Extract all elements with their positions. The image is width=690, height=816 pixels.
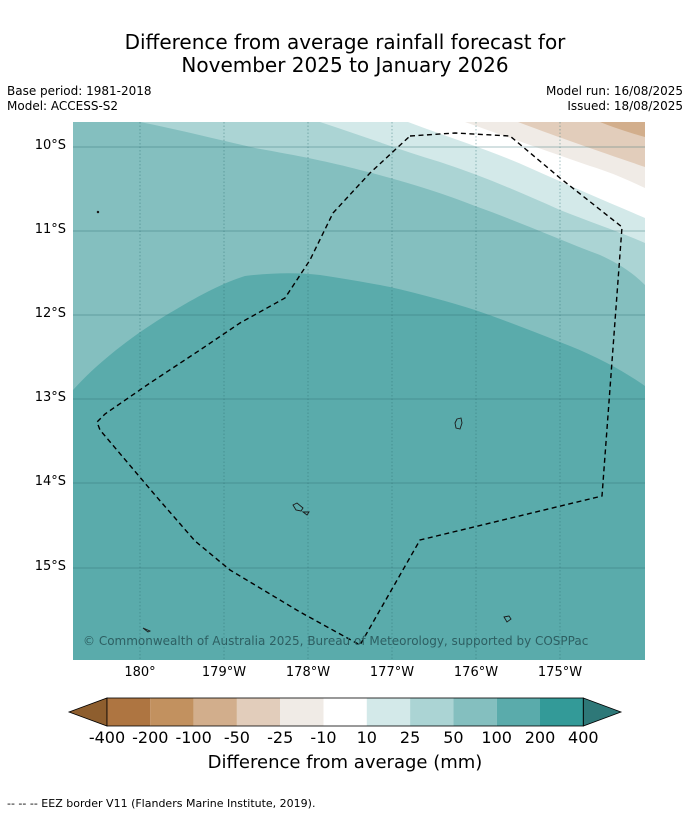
colorbar-seg-11 — [540, 698, 584, 726]
title-line-1: Difference from average rainfall forecas… — [124, 30, 566, 54]
colorbar-label: 100 — [481, 728, 512, 747]
colorbar-seg-3 — [193, 698, 237, 726]
band-m50-m100 — [600, 122, 645, 137]
colorbar-title: Difference from average (mm) — [207, 752, 483, 773]
colorbar-label: -400 — [88, 728, 126, 747]
lat-label-12s: 12°S — [34, 306, 66, 321]
lon-label-175w: 175°W — [537, 665, 583, 680]
island-dot — [96, 210, 100, 214]
eez-border — [96, 132, 623, 646]
colorbar-label: -100 — [175, 728, 212, 747]
lat-label-10s: 10°S — [34, 138, 66, 153]
colorbar-low-extend — [67, 697, 108, 727]
lat-label-11s: 11°S — [34, 222, 66, 237]
eez-footnote: -- -- -- EEZ border V11 (Flanders Marine… — [7, 797, 316, 810]
colorbar-seg-2 — [150, 698, 194, 726]
colorbar-label: -25 — [267, 728, 294, 747]
copyright-text: © Commonwealth of Australia 2025, Bureau… — [83, 634, 588, 648]
island-south-east — [503, 615, 512, 623]
lon-label-177w: 177°W — [369, 665, 415, 680]
colorbar-label: -200 — [132, 728, 169, 747]
base-period-text: Base period: 1981-2018 — [7, 84, 152, 98]
colorbar-seg-8 — [410, 698, 454, 726]
lat-label-14s: 14°S — [34, 474, 66, 489]
colorbar-seg-9 — [453, 698, 497, 726]
colorbar-seg-5 — [280, 698, 324, 726]
lon-label-180: 180° — [124, 665, 156, 680]
lon-label-176w: 176°W — [453, 665, 499, 680]
lat-label-15s: 15°S — [34, 559, 66, 574]
lon-label-178w: 178°W — [285, 665, 331, 680]
map-fill: © Commonwealth of Australia 2025, Bureau… — [73, 122, 645, 660]
colorbar-seg-4 — [236, 698, 281, 726]
colorbar-label: 25 — [399, 728, 421, 747]
colorbar-high-extend — [582, 697, 623, 727]
island-central — [292, 502, 304, 512]
title-line-2: November 2025 to January 2026 — [181, 53, 509, 77]
colorbar-label: -50 — [223, 728, 250, 747]
island-central-2 — [301, 511, 310, 516]
islands — [96, 210, 512, 633]
colorbar-seg-6 — [323, 698, 367, 726]
island-east — [454, 417, 463, 430]
info-left: Base period: 1981-2018 Model: ACCESS-S2 — [7, 84, 152, 114]
lon-label-179w: 179°W — [201, 665, 247, 680]
band-100-200 — [73, 273, 645, 660]
colorbar-seg-1 — [107, 698, 151, 726]
island-south-west — [142, 627, 152, 633]
gridlines — [73, 122, 645, 660]
colorbar-label: -10 — [310, 728, 337, 747]
colorbar-label: 50 — [443, 728, 464, 747]
colorbar-seg-7 — [366, 698, 411, 726]
issued-text: Issued: 18/08/2025 — [567, 99, 683, 113]
model-run-text: Model run: 16/08/2025 — [545, 84, 683, 98]
colorbar-label: 200 — [524, 728, 556, 747]
band-m25-m50 — [518, 122, 645, 167]
colorbar-outline — [106, 697, 584, 727]
info-right: Model run: 16/08/2025 Issued: 18/08/2025 — [546, 84, 683, 114]
map-title: Difference from average rainfall forecas… — [0, 31, 690, 77]
colorbar-seg-10 — [496, 698, 540, 726]
lat-label-13s: 13°S — [34, 390, 66, 405]
colorbar-label: 400 — [568, 728, 599, 747]
model-text: Model: ACCESS-S2 — [7, 99, 119, 113]
colorbar-label: 10 — [356, 728, 377, 747]
colorbar — [67, 697, 623, 727]
